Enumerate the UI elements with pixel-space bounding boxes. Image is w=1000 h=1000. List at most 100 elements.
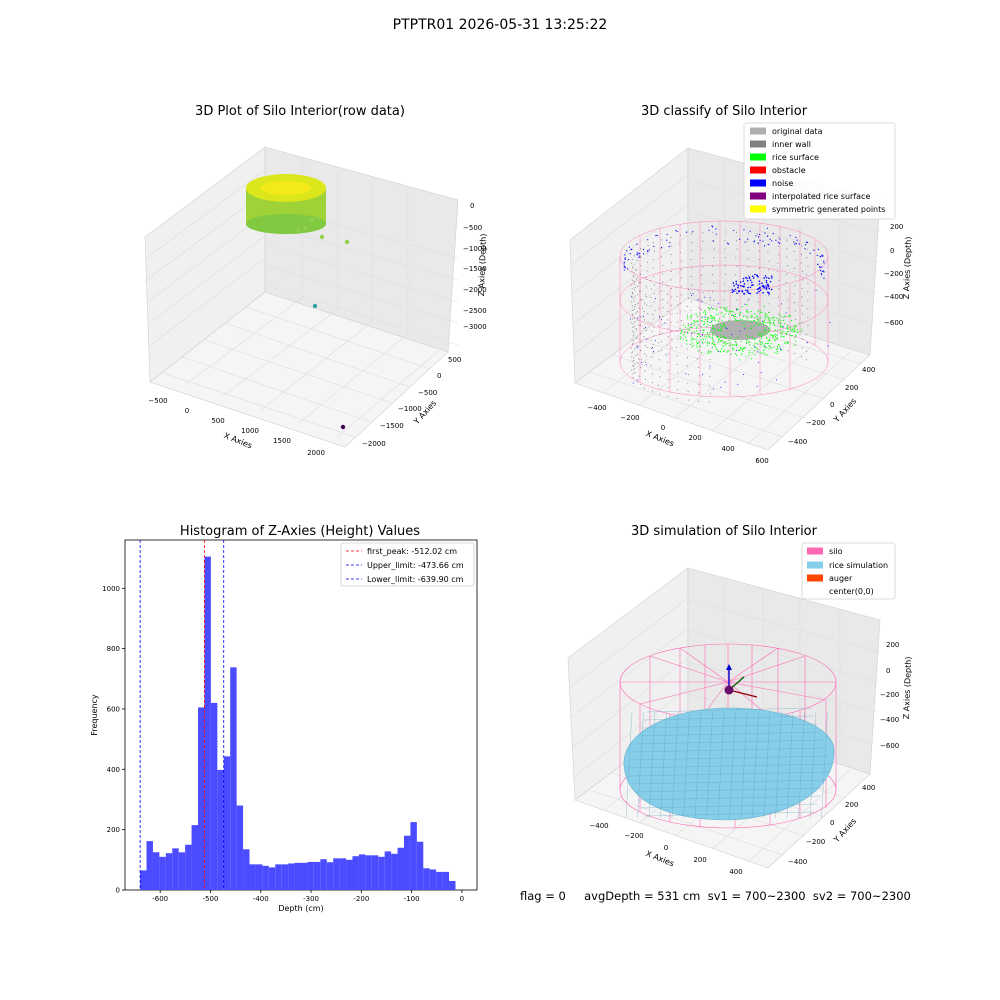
plot2-xtick: −400 xyxy=(587,404,606,412)
mesh-line xyxy=(648,711,656,819)
rice-point xyxy=(792,331,794,333)
wall-point xyxy=(670,253,672,256)
rice-point xyxy=(771,347,773,349)
wall-point xyxy=(807,299,809,301)
wall-point xyxy=(709,367,711,369)
histogram-bar xyxy=(371,855,379,890)
rice-point xyxy=(696,316,699,318)
rice-point xyxy=(709,307,711,310)
plot3-vlines xyxy=(139,540,225,890)
wall-point xyxy=(777,262,779,264)
noise-point xyxy=(775,239,777,241)
wall-point xyxy=(698,341,700,343)
wall-point xyxy=(801,313,803,315)
noise-point xyxy=(643,253,645,255)
wall-point xyxy=(633,255,635,257)
rice-point xyxy=(771,317,773,319)
noise-point xyxy=(819,270,822,272)
noise-point xyxy=(789,234,791,237)
wall-point xyxy=(736,248,738,250)
noise-point xyxy=(624,254,626,256)
rice-point xyxy=(770,334,772,336)
noise-point xyxy=(823,260,825,262)
legend-label: obstacle xyxy=(772,166,806,175)
rice-point xyxy=(687,332,689,334)
rice-point xyxy=(700,326,702,328)
noise-point xyxy=(639,252,641,255)
rice-point xyxy=(749,341,751,343)
rice-point xyxy=(759,334,761,336)
wall-point xyxy=(659,393,661,395)
rice-point xyxy=(781,331,784,333)
noise-point xyxy=(744,241,746,243)
rice-point xyxy=(682,338,685,340)
noise-point xyxy=(761,282,763,284)
wall-point xyxy=(640,358,642,360)
noise-point xyxy=(749,292,752,295)
wall-point xyxy=(635,346,637,348)
histogram-bar xyxy=(352,856,359,890)
wall-point xyxy=(676,329,678,331)
rice-point xyxy=(748,352,750,354)
histogram-bar xyxy=(243,849,250,890)
wall-point xyxy=(806,350,808,352)
wall-point xyxy=(687,382,689,384)
noise-point xyxy=(752,277,755,279)
wall-point xyxy=(670,236,672,239)
mesh-line xyxy=(786,711,794,819)
noise-point xyxy=(637,252,639,254)
wall-point xyxy=(747,266,749,268)
rice-point xyxy=(778,318,780,320)
wall-point xyxy=(635,270,637,272)
wall-point xyxy=(671,304,673,307)
rice-point xyxy=(744,321,746,324)
noise-point xyxy=(743,292,746,295)
rice-point xyxy=(753,325,755,327)
noise-point xyxy=(782,326,784,328)
noise-point xyxy=(821,266,823,268)
rice-point xyxy=(767,340,769,342)
noise-point xyxy=(785,312,787,314)
noise-point xyxy=(779,242,781,244)
plot4-x-ticks: −400 −200 0 200 400 xyxy=(589,822,742,876)
noise-point xyxy=(769,280,772,283)
noise-point xyxy=(771,277,773,279)
rice-point xyxy=(776,348,779,350)
rice-point xyxy=(748,336,750,338)
rice-point xyxy=(734,341,737,343)
rice-point xyxy=(709,321,711,324)
noise-point xyxy=(821,254,823,256)
wall-point xyxy=(632,258,634,261)
wall-point xyxy=(687,297,689,299)
rice-point xyxy=(722,322,725,324)
rice-point xyxy=(746,336,748,338)
rice-point xyxy=(793,327,795,330)
wall-point xyxy=(708,291,710,293)
noise-point xyxy=(820,272,823,275)
rice-point xyxy=(767,322,769,324)
noise-point xyxy=(704,296,706,298)
rice-point xyxy=(767,318,770,320)
histogram-bar xyxy=(178,852,186,890)
noise-point xyxy=(806,241,809,244)
wall-point xyxy=(676,389,678,391)
histogram-bar xyxy=(301,862,308,890)
legend-swatch-symmetric xyxy=(750,205,766,213)
wall-point xyxy=(700,274,702,276)
wall-point xyxy=(700,308,702,310)
rice-point xyxy=(765,333,767,335)
noise-point xyxy=(765,281,768,284)
histogram-bar xyxy=(384,851,392,890)
wall-point xyxy=(690,233,692,235)
rice-point xyxy=(763,329,766,331)
plot4-ztick: −400 xyxy=(880,716,899,724)
wall-point xyxy=(635,329,637,331)
rice-point xyxy=(753,344,755,346)
noise-point xyxy=(692,293,694,295)
histogram-bar xyxy=(159,856,166,890)
x-tick-label: -100 xyxy=(404,895,420,903)
wall-point xyxy=(640,350,642,352)
rice-point xyxy=(691,337,693,339)
wall-point xyxy=(708,401,710,403)
rice-point xyxy=(730,344,732,346)
